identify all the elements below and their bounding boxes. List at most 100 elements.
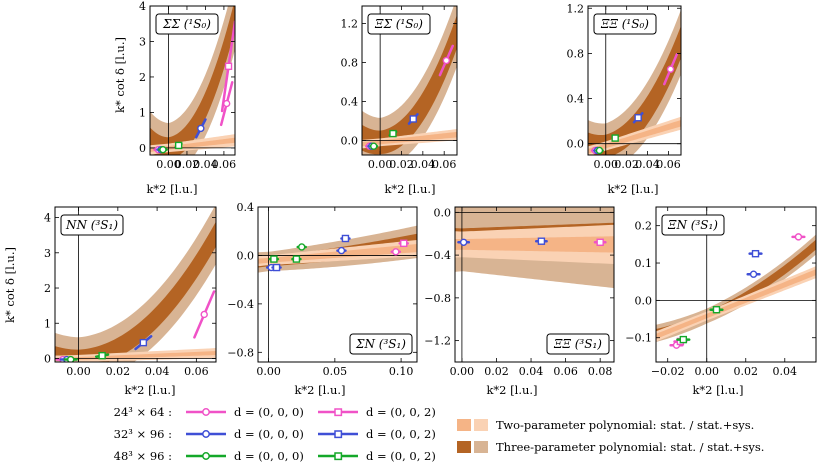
x-tick-label: 0.04 (193, 158, 218, 171)
legend-marker-32-d000 (186, 430, 226, 438)
data-point (197, 124, 205, 133)
fit2-stat-band (362, 131, 457, 147)
x-tick-label: 0.02 (614, 158, 639, 171)
x-tick-label: 0.06 (656, 158, 681, 171)
y-tick-label: 1 (44, 317, 51, 330)
legend-swatch-3p-stat (457, 441, 471, 453)
x-tick-label: 0.04 (773, 365, 798, 378)
x-tick-label: 0.06 (553, 365, 578, 378)
axis-labels: k*2 [l.u.] k*2 [l.u.] k*2 [l.u.] k*2 [l.… (3, 37, 744, 397)
axes-frame (655, 206, 817, 363)
ylabel-bottom: k* cot δ [l.u.] (3, 247, 17, 323)
x-tick-label: 0.08 (588, 365, 613, 378)
xlabel-panel-5: k*2 [l.u.] (294, 383, 345, 397)
x-tick-label: 0.06 (432, 158, 457, 171)
x-tick-label: 0.02 (106, 365, 131, 378)
panel-title: ΞΞ (¹S₀) (600, 17, 649, 31)
x-tick-label: 0.04 (411, 158, 436, 171)
legend-swatch-2p-sys (474, 419, 488, 431)
data-point (224, 62, 233, 71)
x-tick-label: 0.06 (184, 365, 209, 378)
y-tick-label: 3 (139, 35, 146, 48)
xlabel-panel-7: k*2 [l.u.] (692, 383, 743, 397)
panel-4: 0.00 0.02 0.04 0.06 0 1 2 3 4 NN (³S₁) (44, 206, 217, 378)
x-tick-label: 0.00 (256, 365, 281, 378)
data-point (98, 351, 106, 360)
legend-volume-48: 48³ × 96 : (114, 449, 172, 463)
data-point (174, 141, 183, 150)
panel-7: −0.02 0.00 0.02 0.04 −0.1 0.0 0.1 0.2 ΞN (³S₁) (625, 206, 817, 378)
data-point (200, 310, 208, 319)
xlabel-panel-6: k*2 [l.u.] (486, 383, 537, 397)
x-tick-label: 0.06 (212, 158, 237, 171)
legend-volume-24: 24³ × 64 : (114, 405, 172, 419)
x-tick-label: −0.02 (651, 365, 685, 378)
y-tick-label: 0.0 (434, 206, 452, 219)
fit2-stat-band (588, 119, 681, 154)
data-point (159, 145, 167, 154)
xlabel-panel-3: k*2 [l.u.] (607, 182, 658, 196)
panel-5: 0.00 0.05 0.10 −0.8 −0.4 0.0 0.4 ΣN (³S₁) (227, 201, 418, 378)
axes-frame (454, 206, 615, 363)
fit2-stat-band (455, 236, 614, 253)
y-tick-label: 0.2 (635, 220, 653, 233)
fit2-stat-band (150, 137, 235, 153)
y-tick-label: 0.0 (237, 249, 255, 262)
legend: 24³ × 64 : 32³ × 96 : 48³ × 96 : d = (0,… (114, 405, 765, 463)
panel-title-box (546, 333, 610, 355)
data-point (67, 355, 75, 362)
ylabel-top: k* cot δ [l.u.] (113, 37, 127, 113)
panel-title-box (367, 13, 431, 35)
data-point (389, 129, 397, 138)
y-tick-label: −1.2 (424, 335, 451, 348)
data-point (751, 249, 760, 258)
legend-swatch-3p-sys (474, 441, 488, 453)
y-tick-label: 2 (44, 282, 51, 295)
panel-title-box (349, 333, 413, 355)
panel-title: ΣN (³S₁) (355, 337, 406, 351)
data-point (292, 255, 301, 263)
y-tick-label: 0.4 (567, 93, 585, 106)
y-tick-label: 0.8 (567, 47, 585, 60)
y-tick-label: 0 (44, 352, 51, 365)
legend-d-48-002: d = (0, 0, 2) (366, 449, 436, 463)
axes-frame (587, 5, 682, 156)
y-tick-label: 0 (139, 142, 146, 155)
y-tick-label: 2 (139, 71, 146, 84)
legend-marker-24-d002 (318, 408, 358, 417)
x-tick-label: 0.10 (389, 365, 414, 378)
data-point (794, 233, 803, 241)
x-tick-label: 0.00 (66, 365, 91, 378)
y-tick-label: 1 (139, 106, 146, 119)
y-tick-label: 0.4 (341, 95, 359, 108)
y-tick-label: −0.1 (625, 332, 652, 345)
x-tick-label: 0.00 (694, 365, 719, 378)
y-tick-label: 0.8 (341, 56, 359, 69)
legend-volume-32: 32³ × 96 : (114, 427, 172, 441)
data-point (537, 237, 546, 245)
panel-title: ΞΣ (¹S₀) (374, 17, 423, 31)
data-point (370, 142, 378, 150)
fit2-stat-band (656, 269, 816, 340)
data-point (611, 134, 619, 142)
panel-1: 0.000.020.040.06 0 1 2 3 4 ΣΣ (¹S₀) (139, 0, 237, 171)
y-tick-label: 4 (44, 212, 51, 225)
y-tick-label: 0.4 (237, 201, 255, 214)
legend-fit-2p: Two-parameter polynomial: stat. / stat.+… (496, 418, 754, 432)
axes-frame (257, 206, 418, 363)
x-tick-label: 0.00 (594, 158, 619, 171)
x-tick-label: 0.04 (145, 365, 170, 378)
panel-title: ΣΣ (¹S₀) (162, 17, 211, 31)
data-point (337, 246, 346, 255)
data-point (270, 255, 278, 263)
axes-frame (54, 206, 217, 363)
panel-3: 0.000.020.040.06 0.0 0.4 0.8 1.2 ΞΞ (¹S₀) (567, 2, 682, 171)
legend-swatch-2p-stat (457, 419, 471, 431)
panel-title-box (60, 214, 124, 236)
data-point (712, 306, 721, 314)
panel-title-box (661, 214, 725, 236)
data-point (341, 234, 350, 243)
x-tick-label: 0.02 (389, 158, 414, 171)
data-point (595, 146, 604, 155)
